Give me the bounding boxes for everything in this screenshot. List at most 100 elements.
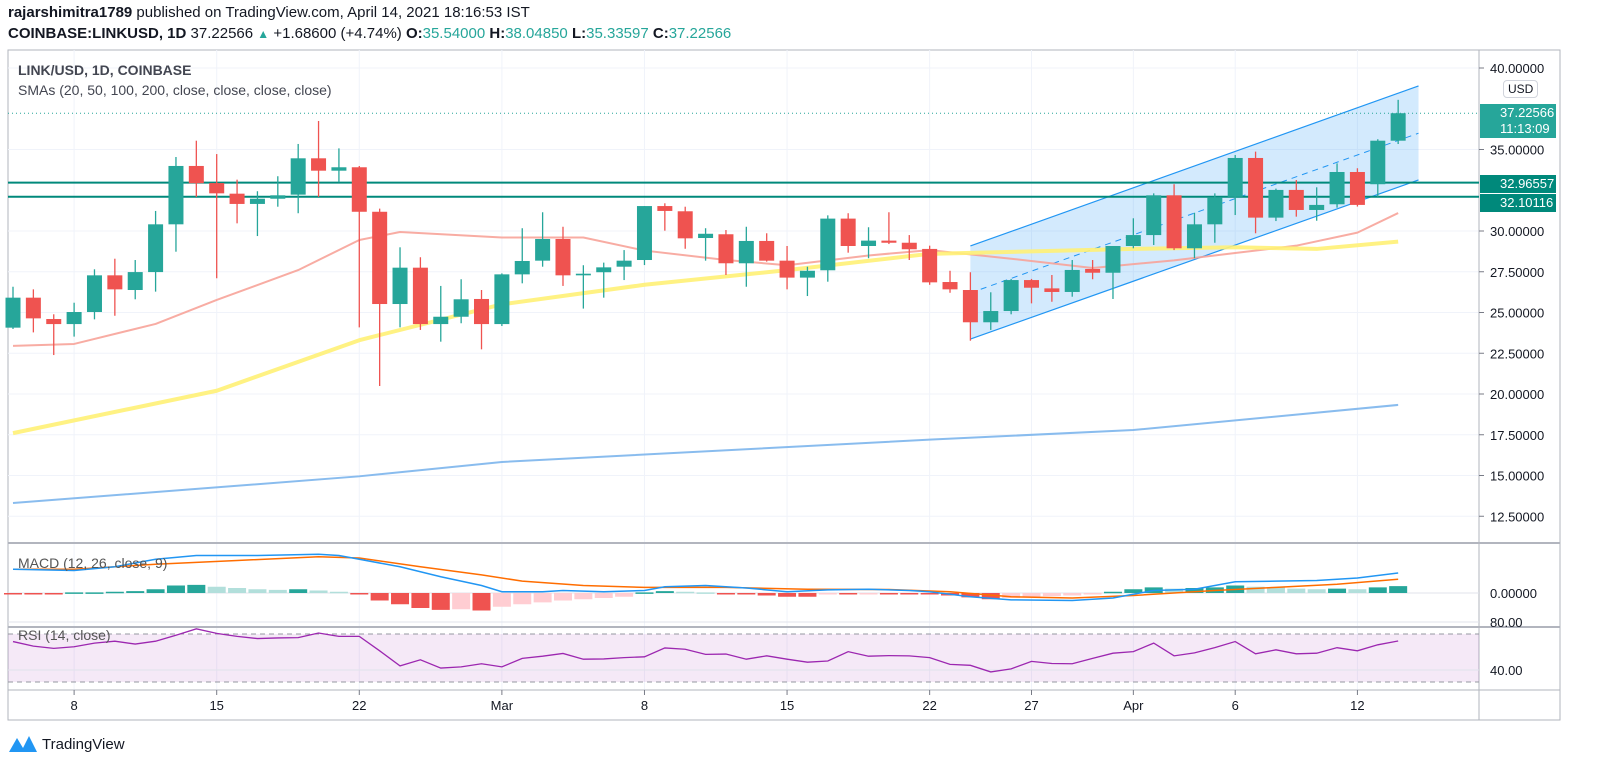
currency-button[interactable]: USD [1503,80,1539,98]
tradingview-logo[interactable]: TradingView [8,734,125,754]
macd-histogram-bar [1002,593,1021,598]
candle [25,289,41,333]
candle-body [1105,245,1121,273]
candle [820,215,836,282]
candle-body [1349,171,1365,205]
candle-body [575,273,591,276]
channel-lower-line[interactable] [970,179,1419,340]
candle-body [107,275,123,290]
channel-upper-line[interactable] [970,85,1419,247]
chart-title-legend[interactable]: LINK/USD, 1D, COINBASE [18,62,192,78]
macd-tick-label: 0.00000 [1490,586,1537,601]
candle-body [1125,235,1141,246]
rsi-tick-label: 80.00 [1490,615,1523,630]
price-tick-label: 17.50000 [1490,428,1544,443]
price-change: +1.68600 (+4.74%) [273,25,402,42]
candle [596,262,612,298]
macd-histogram-bar [1083,593,1102,595]
candle [270,176,286,207]
candle [759,233,775,262]
sma-legend[interactable]: SMAs (20, 50, 100, 200, close, close, cl… [18,82,332,98]
macd-histogram-bar [961,593,980,598]
macd-histogram-bar [411,593,430,608]
macd-histogram-bar [228,588,247,593]
macd-histogram-bar [1124,589,1143,593]
parallel-channel[interactable] [970,85,1419,340]
symbol-info: COINBASE:LINKUSD, 1D 37.22566 ▲ +1.68600… [8,25,731,42]
candle-body [983,311,999,323]
candle-body [25,297,41,319]
candle-body [1288,189,1304,210]
candle [412,257,428,330]
candle-body [698,233,714,239]
price-tick-label: 35.00000 [1490,143,1544,158]
candle-body [1227,157,1243,197]
author-name[interactable]: rajarshimitra1789 [8,4,133,21]
candle [861,227,877,259]
candle [351,165,367,328]
candle-body [861,240,877,246]
macd-histogram-bar [431,593,450,610]
candle [148,210,164,292]
candle-body [514,260,530,275]
macd-histogram-bar [1063,593,1082,596]
macd-histogram-bar [1103,591,1122,594]
candle-body [616,260,632,267]
rsi-line [12,628,1399,673]
candle-body [901,242,917,250]
macd-histogram-bar [24,593,43,595]
candle [636,206,652,266]
tradingview-logo-icon [9,736,37,752]
candle-body [1044,288,1060,292]
candle-body [636,206,652,261]
macd-histogram-bar [757,593,776,596]
candle-body [1370,140,1386,185]
time-tick-label: 22 [352,698,366,713]
macd-histogram-bar [207,586,226,593]
candle-body [270,195,286,199]
candle-body [392,267,408,305]
symbol-name: COINBASE:LINKUSD, 1D [8,25,187,42]
candle-body [148,224,164,273]
macd-legend[interactable]: MACD (12, 26, close, 9) [18,555,168,571]
time-tick-label: 22 [922,698,936,713]
channel-fill [970,85,1419,340]
candle [127,260,143,300]
candle-body [331,167,347,171]
candle [433,285,449,342]
candle [107,258,123,316]
candle [1349,168,1365,207]
candle-body [1329,171,1345,205]
candle [535,212,551,267]
macd-histogram-bar [1348,589,1367,593]
candle-body [1064,269,1080,292]
channel-middle-line[interactable] [970,132,1419,294]
rsi-legend[interactable]: RSI (14, close) [18,627,111,643]
macd-histogram-bar [1042,593,1061,597]
candle [46,314,62,356]
candle [5,286,21,329]
candle [372,208,388,387]
grid [8,50,1479,690]
time-tick-label: 15 [780,698,794,713]
candle-body [779,260,795,278]
candle [983,292,999,330]
candle [494,273,510,327]
candle [1248,151,1264,234]
macd-histogram-bar [166,585,185,593]
open-value: 35.54000 [422,25,486,42]
macd-histogram-bar [574,593,593,600]
candle-body [249,198,265,204]
publish-text: published on TradingView.com, April 14, … [136,4,530,21]
macd-histogram-bar [513,593,532,605]
candle [1186,212,1202,259]
candle-body [372,211,388,305]
candle-body [881,240,897,243]
candle [66,302,82,337]
macd-histogram-bar [1307,589,1326,593]
macd-histogram-bar [289,589,308,593]
macd-histogram-bar [472,593,491,611]
level-badge-2: 32.10116 [1480,194,1556,212]
macd-histogram-bar [4,593,22,595]
